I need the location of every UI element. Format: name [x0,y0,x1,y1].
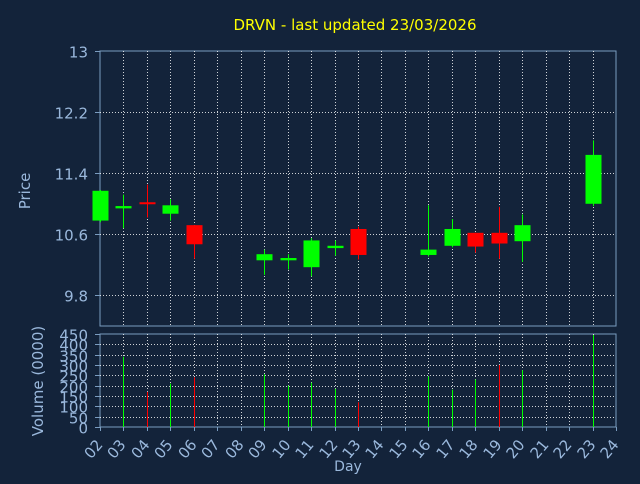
candle-body [139,202,156,205]
chart-title: DRVN - last updated 23/03/2026 [233,16,476,34]
candle-body [256,254,273,261]
candle-body [514,225,531,242]
x-tick-label: 22 [550,436,576,462]
price-axis-label: Price [16,173,34,210]
price-tick-label: 10.6 [55,227,88,245]
candle-body [491,232,508,244]
x-tick-label: 19 [480,436,506,462]
x-tick-label: 06 [175,436,201,462]
x-tick-label: 09 [245,436,271,462]
price-gridlines [100,51,616,326]
candle-body [420,249,437,255]
candle-04 [139,184,156,218]
candle-body [303,240,320,268]
price-tick-label: 12.2 [55,105,88,123]
volume-tick-label: 250 [59,368,88,386]
candle-11 [303,238,320,277]
x-tick-label: 03 [104,436,130,462]
x-tick-label: 16 [409,436,435,462]
volume-tick-label: 400 [59,337,88,355]
candle-body [467,232,484,247]
candle-body [115,206,132,209]
candle-13 [350,226,367,260]
x-tick-label: 17 [433,436,459,462]
volume-tick-label: 100 [59,399,88,417]
x-tick-label: 11 [292,436,318,462]
candle-12 [327,240,344,256]
x-tick-label: 18 [456,436,482,462]
x-tick-label: 24 [597,436,623,462]
volume-tick-label: 350 [59,348,88,366]
candle-19 [491,206,508,259]
candle-body [585,154,602,204]
candle-20 [514,214,531,262]
price-y-ticks: 13 12.2 11.4 10.6 9.8 [55,44,100,306]
candle-10 [280,254,297,270]
candle-body [327,245,344,249]
candle-16 [420,205,437,257]
volume-gridlines [100,334,616,427]
x-tick-label: 07 [198,436,224,462]
x-tick-label: 10 [269,436,295,462]
volume-tick-label: 450 [59,327,88,345]
price-tick-label: 9.8 [64,288,88,306]
x-tick-label: 05 [151,436,177,462]
x-tick-label: 21 [527,436,553,462]
candle-body [92,190,109,221]
price-tick-label: 13 [69,44,88,62]
candle-06 [186,225,203,259]
x-tick-label: 15 [386,436,412,462]
candle-body [280,258,297,261]
volume-tick-label: 0 [78,420,88,438]
volume-bars [123,335,594,427]
price-plot-area [99,50,617,327]
volume-tick-label: 50 [69,410,88,428]
candle-body [186,225,203,245]
candle-body [444,228,461,246]
candle-body [162,205,179,214]
candle-18 [467,232,484,253]
candles [92,140,602,277]
x-axis-ticks: 0203040506070809101112131415161718192021… [81,427,623,462]
volume-tick-label: 300 [59,358,88,376]
x-tick-label: 08 [222,436,248,462]
x-tick-label: 04 [128,436,154,462]
candle-05 [162,199,179,221]
x-tick-label: 14 [362,436,388,462]
candle-02 [92,190,109,223]
price-tick-label: 11.4 [55,166,88,184]
x-tick-label: 02 [81,436,107,462]
volume-axis-label: Volume (0000) [29,326,47,436]
volume-tick-label: 150 [59,389,88,407]
volume-tick-label: 200 [59,379,88,397]
x-tick-label: 23 [574,436,600,462]
candle-23 [585,140,602,207]
candle-body [350,228,367,255]
x-tick-label: 20 [503,436,529,462]
x-axis-label: Day [334,459,362,475]
candle-03 [115,194,132,229]
candle-09 [256,249,273,275]
candle-17 [444,219,461,248]
